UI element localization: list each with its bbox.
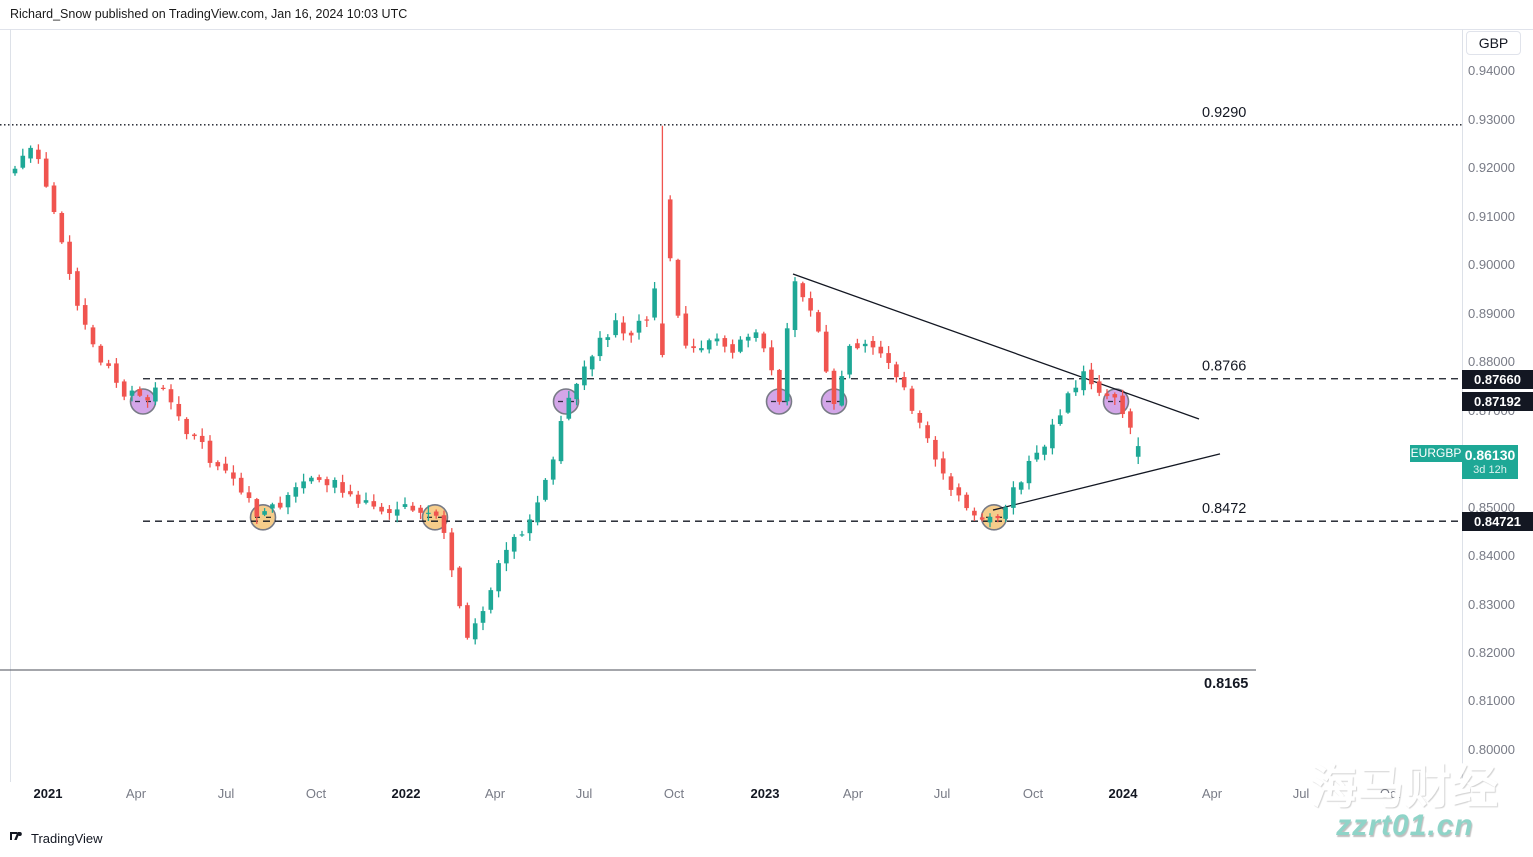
svg-text:0.8472: 0.8472	[1202, 501, 1246, 517]
svg-text:0.8165: 0.8165	[1204, 676, 1248, 692]
svg-text:0.8766: 0.8766	[1202, 359, 1246, 375]
svg-text:0.9290: 0.9290	[1202, 105, 1246, 121]
